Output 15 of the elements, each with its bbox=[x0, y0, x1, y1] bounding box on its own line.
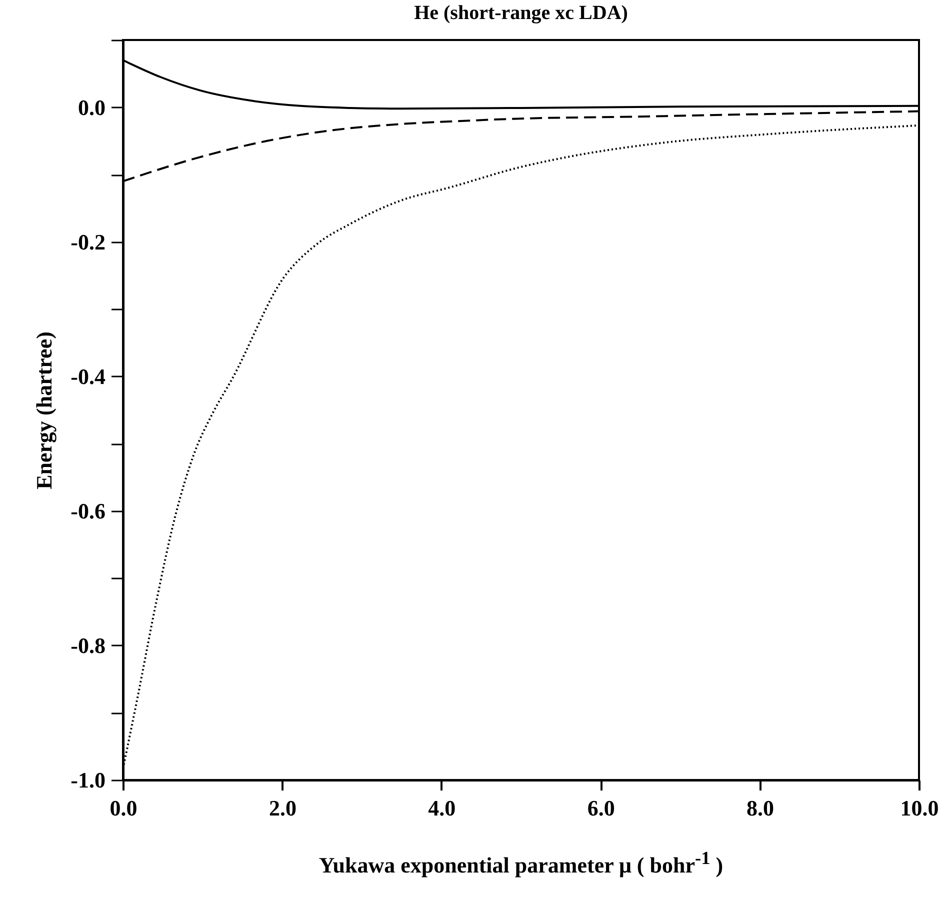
y-tick-label: -0.2 bbox=[70, 229, 106, 254]
chart-title: He (short-range xc LDA) bbox=[414, 2, 628, 24]
x-axis-title: Yukawa exponential parameter μ ( bohr$^{-1}$ ) bbox=[318, 848, 724, 878]
y-tick-label: -1.0 bbox=[70, 768, 106, 792]
y-tick-label: -0.8 bbox=[70, 632, 106, 658]
x-tick-label: 0.0 bbox=[110, 796, 138, 820]
y-tick-label: 0.0 bbox=[78, 94, 106, 120]
x-tick-label: 8.0 bbox=[746, 796, 774, 820]
y-tick-label: -0.6 bbox=[70, 498, 106, 524]
y-tick-label: -0.4 bbox=[70, 364, 106, 389]
x-tick-label: 2.0 bbox=[268, 796, 296, 820]
x-tick-label: 10.0 bbox=[900, 796, 939, 820]
x-tick-label: 6.0 bbox=[587, 796, 615, 820]
y-axis-title: Energy (hartree) bbox=[32, 332, 57, 490]
x-tick-label: 4.0 bbox=[428, 796, 456, 820]
